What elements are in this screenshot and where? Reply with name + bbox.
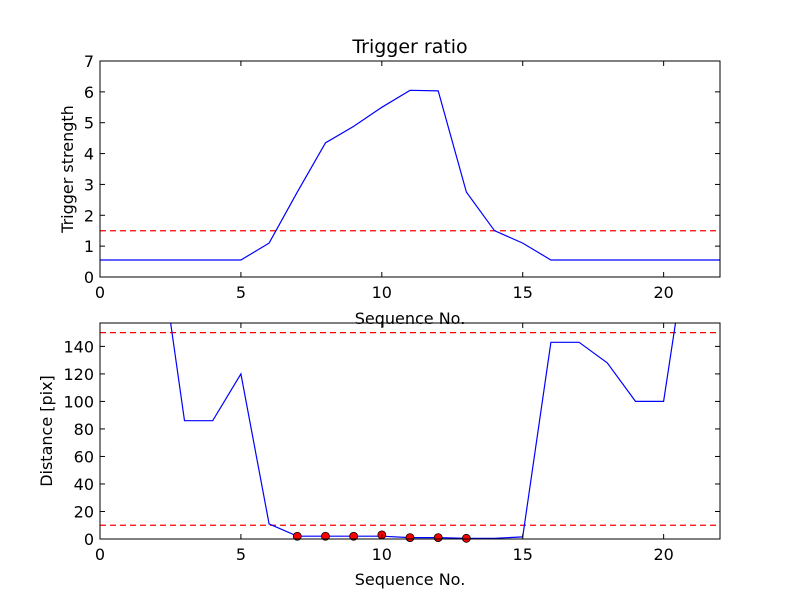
plot-clip (100, 89, 720, 261)
series-line (170, 323, 677, 539)
x-axis-label: Sequence No. (355, 309, 466, 328)
y-tick-label: 100 (63, 392, 94, 411)
plot-clip (100, 323, 720, 539)
x-tick-label: 5 (236, 283, 246, 302)
x-tick-label: 5 (236, 545, 246, 564)
y-tick-label: 40 (74, 475, 94, 494)
series-line (100, 89, 720, 261)
y-tick-label: 20 (74, 502, 94, 521)
data-point-marker (349, 531, 359, 541)
y-axis-label: Trigger strength (58, 105, 77, 234)
y-tick-label: 5 (84, 114, 94, 133)
data-point-marker (321, 531, 330, 541)
plot-area (100, 323, 720, 543)
data-point-marker (292, 531, 302, 541)
axes-frame (99, 322, 721, 540)
axes-frame (99, 60, 721, 278)
axis-ticks: 0 5 10 15 20 0 20 40 60 80 100 120 140 (63, 323, 720, 564)
x-tick-label: 10 (372, 283, 392, 302)
y-tick-label: 0 (84, 530, 94, 549)
x-tick-label: 15 (513, 545, 533, 564)
x-tick-label: 20 (653, 545, 673, 564)
x-tick-label: 10 (372, 545, 392, 564)
x-tick-label: 0 (95, 545, 105, 564)
y-tick-label: 3 (84, 175, 94, 194)
data-point-marker (461, 533, 471, 543)
y-tick-label: 80 (74, 420, 94, 439)
trigger-ratio-chart: Trigger ratio 0 5 10 15 20 0 1 2 3 4 5 6 7 Sequence … (58, 36, 721, 328)
y-tick-label: 2 (84, 206, 94, 225)
y-tick-label: 6 (84, 83, 94, 102)
x-axis-label: Sequence No. (355, 570, 466, 589)
y-tick-label: 1 (84, 237, 94, 256)
y-tick-label: 4 (84, 145, 94, 164)
y-tick-label: 7 (84, 52, 94, 71)
x-tick-label: 20 (653, 283, 673, 302)
y-tick-label: 60 (74, 447, 94, 466)
x-tick-label: 15 (513, 283, 533, 302)
x-tick-label: 0 (95, 283, 105, 302)
data-point-marker (433, 533, 443, 543)
y-tick-label: 140 (63, 337, 94, 356)
axis-ticks: 0 5 10 15 20 0 1 2 3 4 5 6 7 (84, 52, 720, 302)
y-axis-label: Distance [pix] (37, 375, 56, 487)
plot-area (100, 89, 720, 261)
chart-title: Trigger ratio (351, 36, 467, 58)
y-tick-label: 120 (63, 365, 94, 384)
y-tick-label: 0 (84, 268, 94, 287)
data-point-marker (405, 533, 415, 543)
